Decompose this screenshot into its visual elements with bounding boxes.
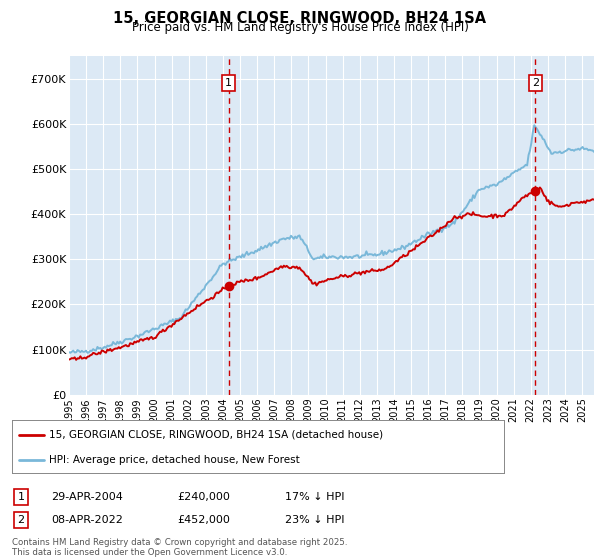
Text: HPI: Average price, detached house, New Forest: HPI: Average price, detached house, New … <box>49 455 299 465</box>
Text: £452,000: £452,000 <box>177 515 230 525</box>
Text: 1: 1 <box>17 492 25 502</box>
Text: 2: 2 <box>17 515 25 525</box>
Text: 17% ↓ HPI: 17% ↓ HPI <box>285 492 344 502</box>
Text: 15, GEORGIAN CLOSE, RINGWOOD, BH24 1SA (detached house): 15, GEORGIAN CLOSE, RINGWOOD, BH24 1SA (… <box>49 430 383 440</box>
Text: 1: 1 <box>225 78 232 88</box>
Text: 08-APR-2022: 08-APR-2022 <box>51 515 123 525</box>
Text: 2: 2 <box>532 78 539 88</box>
Text: 29-APR-2004: 29-APR-2004 <box>51 492 123 502</box>
Text: Price paid vs. HM Land Registry's House Price Index (HPI): Price paid vs. HM Land Registry's House … <box>131 21 469 35</box>
Text: Contains HM Land Registry data © Crown copyright and database right 2025.
This d: Contains HM Land Registry data © Crown c… <box>12 538 347 557</box>
Text: 23% ↓ HPI: 23% ↓ HPI <box>285 515 344 525</box>
Text: 15, GEORGIAN CLOSE, RINGWOOD, BH24 1SA: 15, GEORGIAN CLOSE, RINGWOOD, BH24 1SA <box>113 11 487 26</box>
Text: £240,000: £240,000 <box>177 492 230 502</box>
